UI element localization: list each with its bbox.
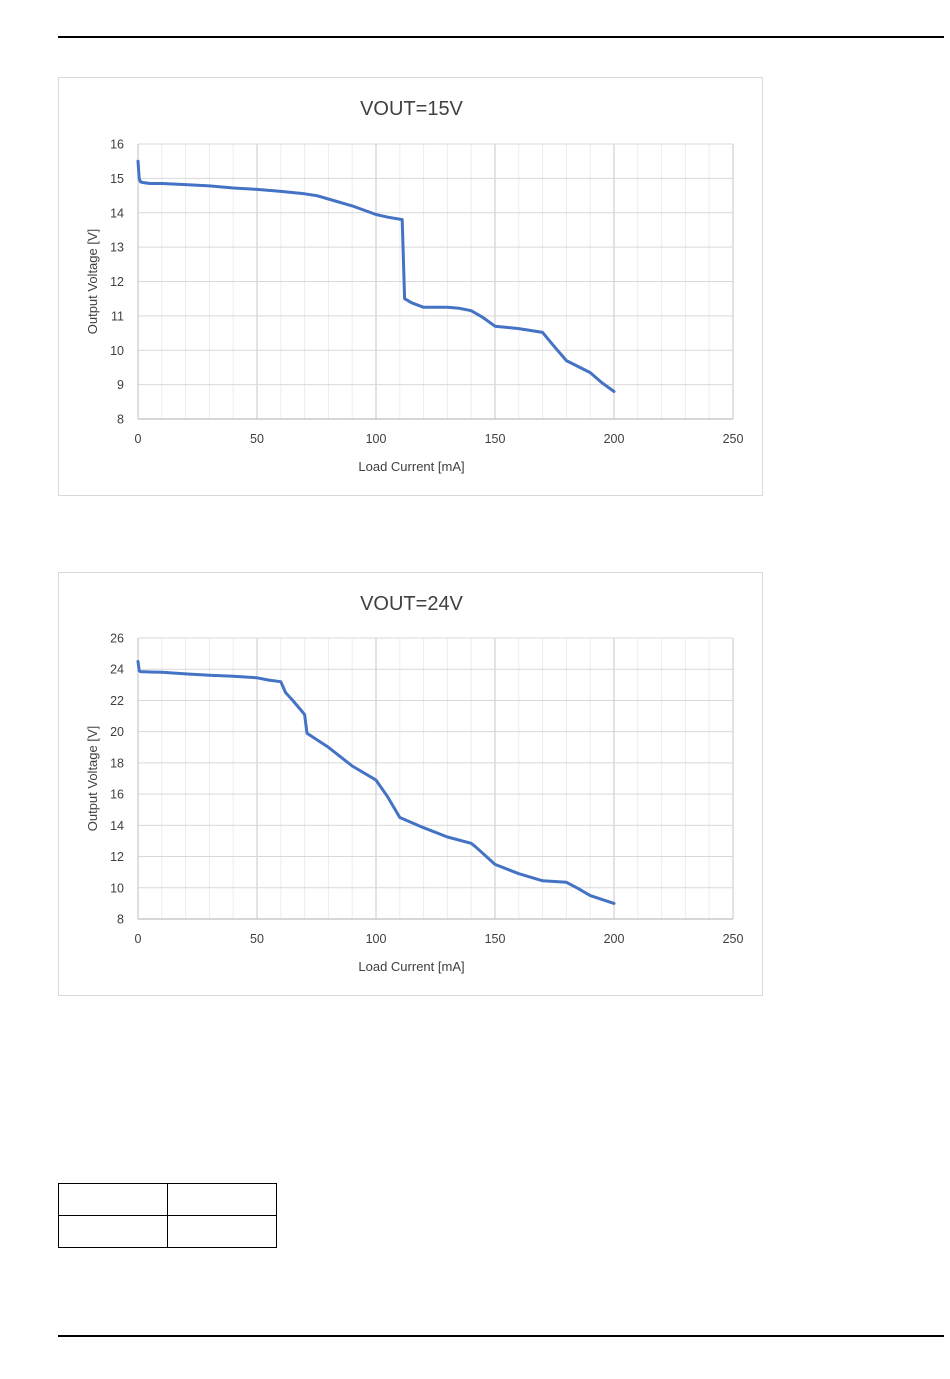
y-tick-label: 26 [110, 632, 124, 646]
chart-title: VOUT=15V [360, 98, 463, 120]
table-cell [167, 1183, 277, 1216]
y-tick-label: 16 [110, 788, 124, 802]
y-tick-label: 24 [110, 663, 124, 677]
y-tick-label: 16 [110, 138, 124, 152]
series-line [136, 159, 616, 393]
table-row [58, 1183, 277, 1216]
x-axis-label: Load Current [mA] [358, 959, 464, 974]
chart-title: VOUT=24V [360, 593, 463, 615]
y-tick-label: 12 [110, 850, 124, 864]
x-tick-label: 200 [604, 432, 625, 446]
chart-vout-15v-svg: 8 9 10 11 12 13 14 15 16 0 50 100 150 200 250 VOUT=15V L… [85, 98, 744, 474]
header-rule [58, 36, 944, 38]
x-tick-label: 100 [366, 932, 387, 946]
y-tick-label: 18 [110, 756, 124, 770]
y-axis-label: Output Voltage [V] [85, 229, 100, 335]
x-tick-label: 150 [485, 932, 506, 946]
chart-vout-24v-svg: 8 10 12 14 16 18 20 22 24 26 0 50 100 150 200 250 VOUT=2… [85, 593, 744, 974]
y-tick-label: 14 [110, 819, 124, 833]
table-cell [58, 1215, 168, 1248]
x-tick-label: 250 [723, 932, 744, 946]
y-tick-label: 9 [117, 378, 124, 392]
y-axis-label: Output Voltage [V] [85, 726, 100, 832]
y-tick-label: 14 [110, 206, 124, 220]
blank-table [58, 1183, 277, 1248]
x-tick-label: 50 [250, 932, 264, 946]
x-tick-label: 50 [250, 432, 264, 446]
chart-vout-15v: 8 9 10 11 12 13 14 15 16 0 50 100 150 200 250 VOUT=15V L… [58, 77, 763, 496]
x-tick-label: 100 [366, 432, 387, 446]
y-tick-label: 20 [110, 725, 124, 739]
y-tick-label: 8 [117, 913, 124, 927]
y-tick-label: 10 [110, 344, 124, 358]
table-cell [167, 1215, 277, 1248]
series-line [136, 659, 616, 905]
y-tick-label: 13 [110, 241, 124, 255]
y-tick-label: 10 [110, 881, 124, 895]
x-tick-label: 150 [485, 432, 506, 446]
y-tick-label: 11 [111, 309, 124, 323]
x-tick-label: 0 [135, 432, 142, 446]
y-tick-label: 15 [110, 172, 124, 186]
y-tick-label: 8 [117, 413, 124, 427]
x-tick-label: 250 [723, 432, 744, 446]
table-cell [58, 1183, 168, 1216]
x-axis-label: Load Current [mA] [358, 459, 464, 474]
y-tick-label: 12 [110, 275, 124, 289]
footer-rule [58, 1335, 944, 1337]
x-tick-label: 0 [135, 932, 142, 946]
chart-vout-24v: 8 10 12 14 16 18 20 22 24 26 0 50 100 150 200 250 VOUT=2… [58, 572, 763, 996]
y-tick-label: 22 [110, 694, 124, 708]
x-tick-label: 200 [604, 932, 625, 946]
table-row [58, 1215, 277, 1248]
